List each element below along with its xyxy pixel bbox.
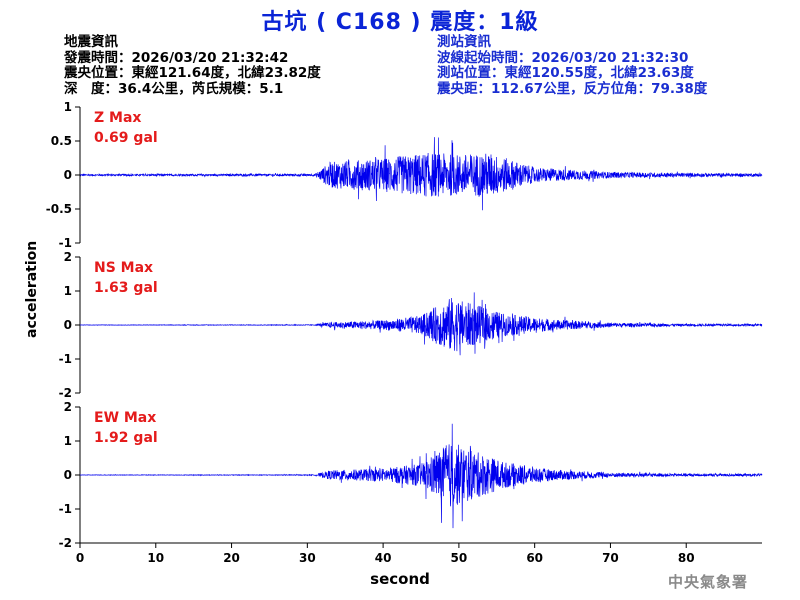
z-y-tick-label: -1 <box>59 236 72 250</box>
z-y-tick-label: 0 <box>64 168 72 182</box>
wave-start-time: 波線起始時間：2026/03/20 21:32:30 <box>437 49 689 66</box>
x-tick-label: 80 <box>678 551 695 565</box>
z-y-tick-label: -0.5 <box>46 202 72 216</box>
x-tick-label: 40 <box>375 551 392 565</box>
ew-max-value: 1.92 gal <box>94 430 158 446</box>
ns-y-tick-label: 2 <box>64 250 72 264</box>
ew-y-tick-label: 2 <box>64 400 72 414</box>
station-location: 測站位置：東經120.55度，北緯23.63度 <box>437 65 694 81</box>
x-tick-label: 0 <box>76 551 84 565</box>
ew-y-tick-label: 1 <box>64 434 72 448</box>
x-axis-label: second <box>370 570 430 588</box>
z-y-tick-label: 0.5 <box>51 134 72 148</box>
ew-max-label: EW Max <box>94 410 156 426</box>
x-tick-label: 60 <box>526 551 543 565</box>
ns-waveform-series <box>79 292 763 356</box>
quake-info-heading: 地震資訊 <box>64 34 118 50</box>
ns-y-tick-label: 1 <box>64 284 72 298</box>
ew-y-tick-label: 0 <box>64 468 72 482</box>
x-tick-label: 50 <box>451 551 468 565</box>
quake-depth-magnitude: 深 度：36.4公里，芮氏規模：5.1 <box>64 80 284 97</box>
x-tick-label: 70 <box>602 551 619 565</box>
y-axis-label: acceleration <box>24 240 40 338</box>
z-max-label: Z Max <box>94 110 141 126</box>
x-tick-label: 20 <box>223 551 240 565</box>
z-y-tick-label: 1 <box>64 100 72 114</box>
epicentral-distance: 震央距：112.67公里，反方位角：79.38度 <box>437 80 708 97</box>
z-waveform-series <box>80 137 763 211</box>
ns-y-tick-label: -1 <box>59 352 72 366</box>
ew-y-tick-label: -1 <box>59 502 72 516</box>
x-tick-label: 30 <box>299 551 316 565</box>
z-max-value: 0.69 gal <box>94 130 158 146</box>
quake-time: 發震時間：2026/03/20 21:32:42 <box>64 49 289 66</box>
ns-max-label: NS Max <box>94 260 153 276</box>
ew-waveform-series <box>79 423 763 529</box>
quake-epicenter: 震央位置：東經121.64度，北緯23.82度 <box>64 65 321 81</box>
station-info-panel: 測站資訊 波線起始時間：2026/03/20 21:32:30 測站位置：東經1… <box>437 34 708 97</box>
ns-max-value: 1.63 gal <box>94 280 158 296</box>
x-tick-label: 10 <box>147 551 164 565</box>
ns-y-tick-label: -2 <box>59 386 72 400</box>
quake-info-panel: 地震資訊 發震時間：2026/03/20 21:32:42 震央位置：東經121… <box>64 34 321 97</box>
agency-credit: 中央氣象署 <box>667 573 748 591</box>
ns-y-tick-label: 0 <box>64 318 72 332</box>
page-title: 古坑 ( C168 ) 震度：1級 <box>261 10 539 35</box>
ew-y-tick-label: -2 <box>59 536 72 550</box>
station-info-heading: 測站資訊 <box>437 34 491 50</box>
